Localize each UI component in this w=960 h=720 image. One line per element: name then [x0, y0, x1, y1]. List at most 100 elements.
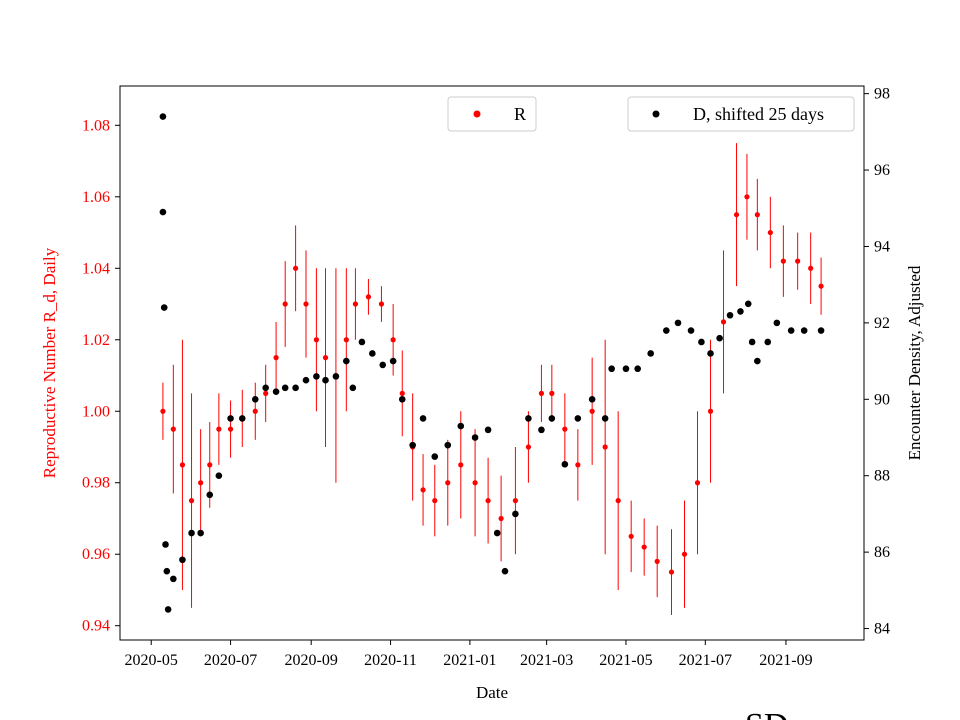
d-data-point	[764, 338, 772, 346]
d-data-point	[647, 350, 654, 357]
x-tick-label: 2021-07	[679, 652, 732, 669]
d-data-point	[707, 350, 714, 357]
r-data-point	[365, 294, 372, 300]
d-data-point	[349, 384, 357, 392]
r-data-point	[538, 390, 545, 396]
d-data-point	[687, 327, 695, 334]
d-data-point	[262, 384, 269, 392]
x-tick-label: 2020-09	[285, 652, 338, 669]
r-data-point	[420, 487, 426, 493]
d-data-point	[716, 334, 723, 342]
d-data-point	[272, 388, 280, 395]
r-data-point	[767, 229, 773, 236]
r-data-point	[432, 498, 438, 504]
d-data-point	[322, 376, 329, 384]
d-data-point	[163, 567, 171, 575]
r-data-point	[252, 408, 258, 414]
d-data-point	[343, 357, 350, 365]
legend-r: R	[447, 96, 537, 132]
r-data-point	[322, 355, 329, 361]
r-data-point	[744, 194, 750, 200]
r-data-point	[575, 462, 581, 468]
r-data-point	[263, 390, 269, 396]
d-data-point	[431, 453, 439, 460]
left-y-tick-label: 1.08	[82, 117, 110, 134]
r-data-point	[498, 515, 504, 522]
r-data-point	[227, 426, 234, 432]
legend-d-label: D, shifted 25 days	[693, 104, 824, 124]
r-data-point	[179, 462, 186, 468]
r-data-point	[562, 426, 568, 432]
d-data-point	[501, 567, 509, 575]
d-data-point	[773, 319, 781, 327]
x-axis-label: Date	[476, 683, 508, 702]
right-y-axis-label: Encounter Density, Adjusted	[905, 265, 924, 460]
d-data-point	[206, 491, 214, 499]
d-data-point	[159, 208, 167, 216]
x-tick-label: 2020-11	[364, 652, 417, 669]
d-data-point	[601, 415, 609, 422]
d-data-point	[358, 338, 366, 346]
legend-r-marker	[473, 110, 481, 118]
d-data-point	[471, 434, 479, 441]
r-data-point	[216, 426, 222, 432]
plot-frame	[119, 85, 865, 641]
d-data-point	[457, 422, 465, 430]
r-data-point	[292, 265, 299, 271]
d-data-point	[512, 510, 519, 518]
left-y-tick-label: 1.00	[82, 403, 110, 420]
d-data-point	[215, 472, 223, 480]
x-tick-label: 2021-05	[599, 652, 652, 669]
r-data-point	[352, 301, 359, 307]
d-data-point	[302, 376, 310, 384]
d-data-point	[525, 415, 532, 422]
r-data-point	[615, 498, 621, 504]
left-y-axis: 0.94 0.96 0.98 1.00 1.02 1.04 1.06 1.08	[82, 117, 120, 635]
d-data-point	[251, 395, 259, 403]
r-data-point	[170, 426, 176, 432]
r-data-point	[589, 408, 595, 414]
d-data-point	[419, 415, 427, 422]
left-y-tick-label: 0.98	[82, 475, 110, 492]
r-data-point	[668, 569, 675, 575]
d-data-point	[698, 338, 705, 346]
r-data-point	[313, 337, 320, 343]
r-data-point	[780, 258, 786, 264]
x-tick-label: 2021-01	[443, 652, 496, 669]
legend-d-marker	[652, 110, 660, 118]
r-data-point	[282, 301, 288, 307]
r-data-point	[198, 480, 204, 486]
d-data-point	[726, 311, 734, 319]
plot-area	[159, 113, 825, 615]
d-data-point	[662, 327, 670, 334]
r-data-point	[754, 212, 760, 218]
r-data-point	[399, 390, 405, 396]
r-data-point	[602, 444, 608, 450]
d-data-point	[389, 357, 397, 365]
r-data-point	[628, 533, 634, 539]
d-data-point	[162, 541, 169, 548]
r-data-point	[378, 301, 385, 307]
r-data-point	[720, 319, 727, 325]
x-tick-label: 2020-05	[125, 652, 178, 669]
r-data-point	[808, 265, 814, 271]
x-tick-label: 2020-07	[204, 652, 257, 669]
d-data-point	[227, 415, 234, 422]
left-y-tick-label: 0.94	[82, 618, 110, 635]
r-data-point	[525, 444, 532, 450]
r-data-point	[472, 480, 478, 486]
legend-d-box	[627, 96, 855, 132]
r-data-point	[694, 480, 701, 486]
d-data-point	[281, 384, 289, 392]
d-data-point	[313, 373, 320, 380]
right-y-tick-label: 86	[874, 544, 890, 561]
d-data-point	[484, 426, 492, 434]
right-y-axis: 84 86 88 90 92 94 96 98	[864, 86, 890, 638]
right-y-tick-label: 90	[874, 391, 890, 408]
r-data-point	[549, 390, 555, 396]
d-data-point	[754, 357, 761, 365]
r-data-point	[512, 498, 519, 504]
r-data-point	[681, 551, 688, 557]
d-data-point	[800, 327, 808, 334]
